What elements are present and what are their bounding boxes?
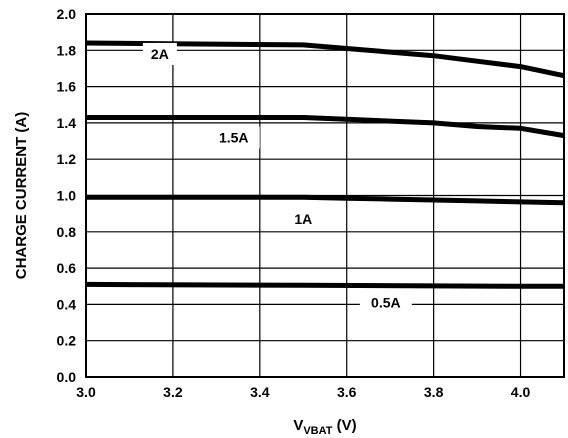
series-label-background xyxy=(286,208,321,231)
x-tick-label: 3.6 xyxy=(337,384,357,400)
y-tick-label: 0.8 xyxy=(57,224,77,240)
y-tick-label: 2.0 xyxy=(57,6,77,22)
series-label-1A: 1A xyxy=(294,211,312,227)
series-labels: 2A 1.5A 1A 0.5A xyxy=(142,42,412,314)
y-tick-label: 0.6 xyxy=(57,260,77,276)
x-tick-label: 3.2 xyxy=(163,384,183,400)
x-tick-label: 4.0 xyxy=(511,384,531,400)
series-label-2A: 2A xyxy=(151,46,169,62)
series-line-1A xyxy=(86,194,565,206)
series-line-2A xyxy=(85,40,565,79)
y-tick-label: 0.0 xyxy=(57,369,77,385)
x-tick-label: 3.8 xyxy=(424,384,444,400)
y-tick-label: 1.6 xyxy=(57,79,77,95)
plot-frame xyxy=(85,13,565,378)
x-tick-label: 3.0 xyxy=(76,384,96,400)
x-tick-labels: 3.0 3.2 3.4 3.6 3.8 4.0 xyxy=(76,384,530,400)
y-tick-label: 1.8 xyxy=(57,42,77,58)
series-label-background xyxy=(359,291,412,314)
series-line-1.5A xyxy=(86,115,565,139)
grid-lines xyxy=(85,13,564,378)
series-label-1.5A: 1.5A xyxy=(219,129,249,145)
series-label-background xyxy=(207,126,260,149)
x-axis-label-main: V xyxy=(293,417,303,434)
x-axis-label-subscript: VBAT xyxy=(303,425,332,437)
y-axis-label: CHARGE CURRENT (A) xyxy=(13,112,30,280)
y-tick-label: 1.2 xyxy=(57,151,77,167)
series-label-0.5A: 0.5A xyxy=(371,295,401,311)
series-label-background xyxy=(142,42,177,65)
series-lines xyxy=(85,40,565,289)
series-line-0.5A xyxy=(85,281,564,289)
y-tick-labels: 0.0 0.2 0.4 0.6 0.8 1.0 1.2 1.4 1.6 1.8 2.0 xyxy=(57,6,77,385)
x-axis-label-unit: (V) xyxy=(332,417,356,434)
x-tick-label: 3.4 xyxy=(250,384,270,400)
x-axis-label: VVBAT (V) xyxy=(293,417,356,437)
y-tick-label: 1.0 xyxy=(57,188,77,204)
y-tick-label: 1.4 xyxy=(57,115,77,131)
y-tick-label: 0.4 xyxy=(57,296,77,312)
y-tick-label: 0.2 xyxy=(57,333,77,349)
